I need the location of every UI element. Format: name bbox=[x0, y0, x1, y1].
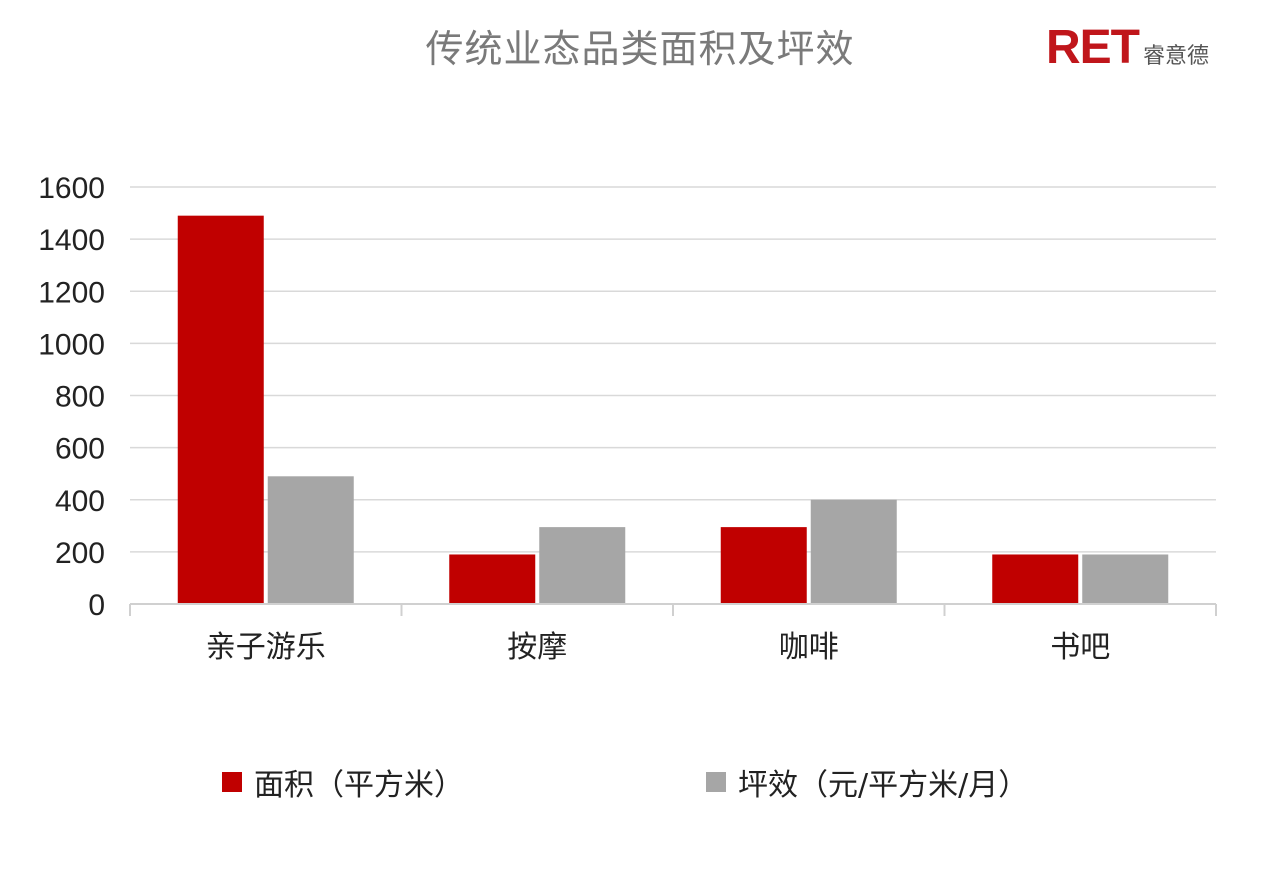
logo-mark: RET bbox=[1046, 21, 1140, 74]
x-category-label: 书吧 bbox=[1050, 630, 1110, 665]
bar-chart: 0 200 400 600 800 1000 1200 1400 1600 亲子游乐 按摩 咖啡 书吧 bbox=[38, 172, 1217, 665]
y-tick-label: 1600 bbox=[38, 172, 105, 205]
y-tick-label: 1200 bbox=[38, 276, 105, 309]
y-tick-label: 1400 bbox=[38, 224, 105, 257]
bar-area bbox=[449, 554, 536, 604]
bar-efficiency bbox=[267, 476, 354, 604]
y-tick-label: 800 bbox=[55, 381, 105, 414]
bar-efficiency bbox=[539, 527, 626, 604]
legend-item-efficiency: 坪效（元/平方米/月） bbox=[706, 760, 1028, 804]
logo-text: 睿意德 bbox=[1143, 44, 1210, 69]
legend-label-area: 面积（平方米） bbox=[254, 768, 464, 803]
bar-efficiency bbox=[1082, 554, 1169, 604]
y-tick-label: 0 bbox=[88, 589, 105, 622]
y-tick-label: 200 bbox=[55, 537, 105, 570]
chart-title: 传统业态品类面积及坪效 bbox=[425, 27, 855, 71]
bar-efficiency bbox=[810, 499, 897, 604]
legend-item-area: 面积（平方米） bbox=[222, 760, 464, 804]
ret-logo: RET 睿意德 bbox=[1046, 22, 1209, 72]
bar-area bbox=[720, 527, 807, 604]
y-axis: 0 200 400 600 800 1000 1200 1400 1600 bbox=[38, 172, 105, 622]
y-tick-label: 600 bbox=[55, 433, 105, 466]
bar-area bbox=[992, 554, 1079, 604]
x-category-label: 咖啡 bbox=[779, 630, 839, 665]
legend-swatch-area bbox=[222, 772, 242, 792]
legend-swatch-efficiency bbox=[706, 772, 726, 792]
bars bbox=[177, 215, 1169, 604]
x-category-label: 亲子游乐 bbox=[206, 630, 326, 665]
y-tick-label: 1000 bbox=[38, 328, 105, 361]
x-category-label: 按摩 bbox=[507, 630, 567, 665]
y-tick-label: 400 bbox=[55, 485, 105, 518]
bar-area bbox=[177, 215, 264, 604]
legend-label-efficiency: 坪效（元/平方米/月） bbox=[738, 768, 1029, 803]
x-axis: 亲子游乐 按摩 咖啡 书吧 bbox=[129, 603, 1217, 665]
legend: 面积（平方米） 坪效（元/平方米/月） bbox=[0, 760, 1280, 810]
